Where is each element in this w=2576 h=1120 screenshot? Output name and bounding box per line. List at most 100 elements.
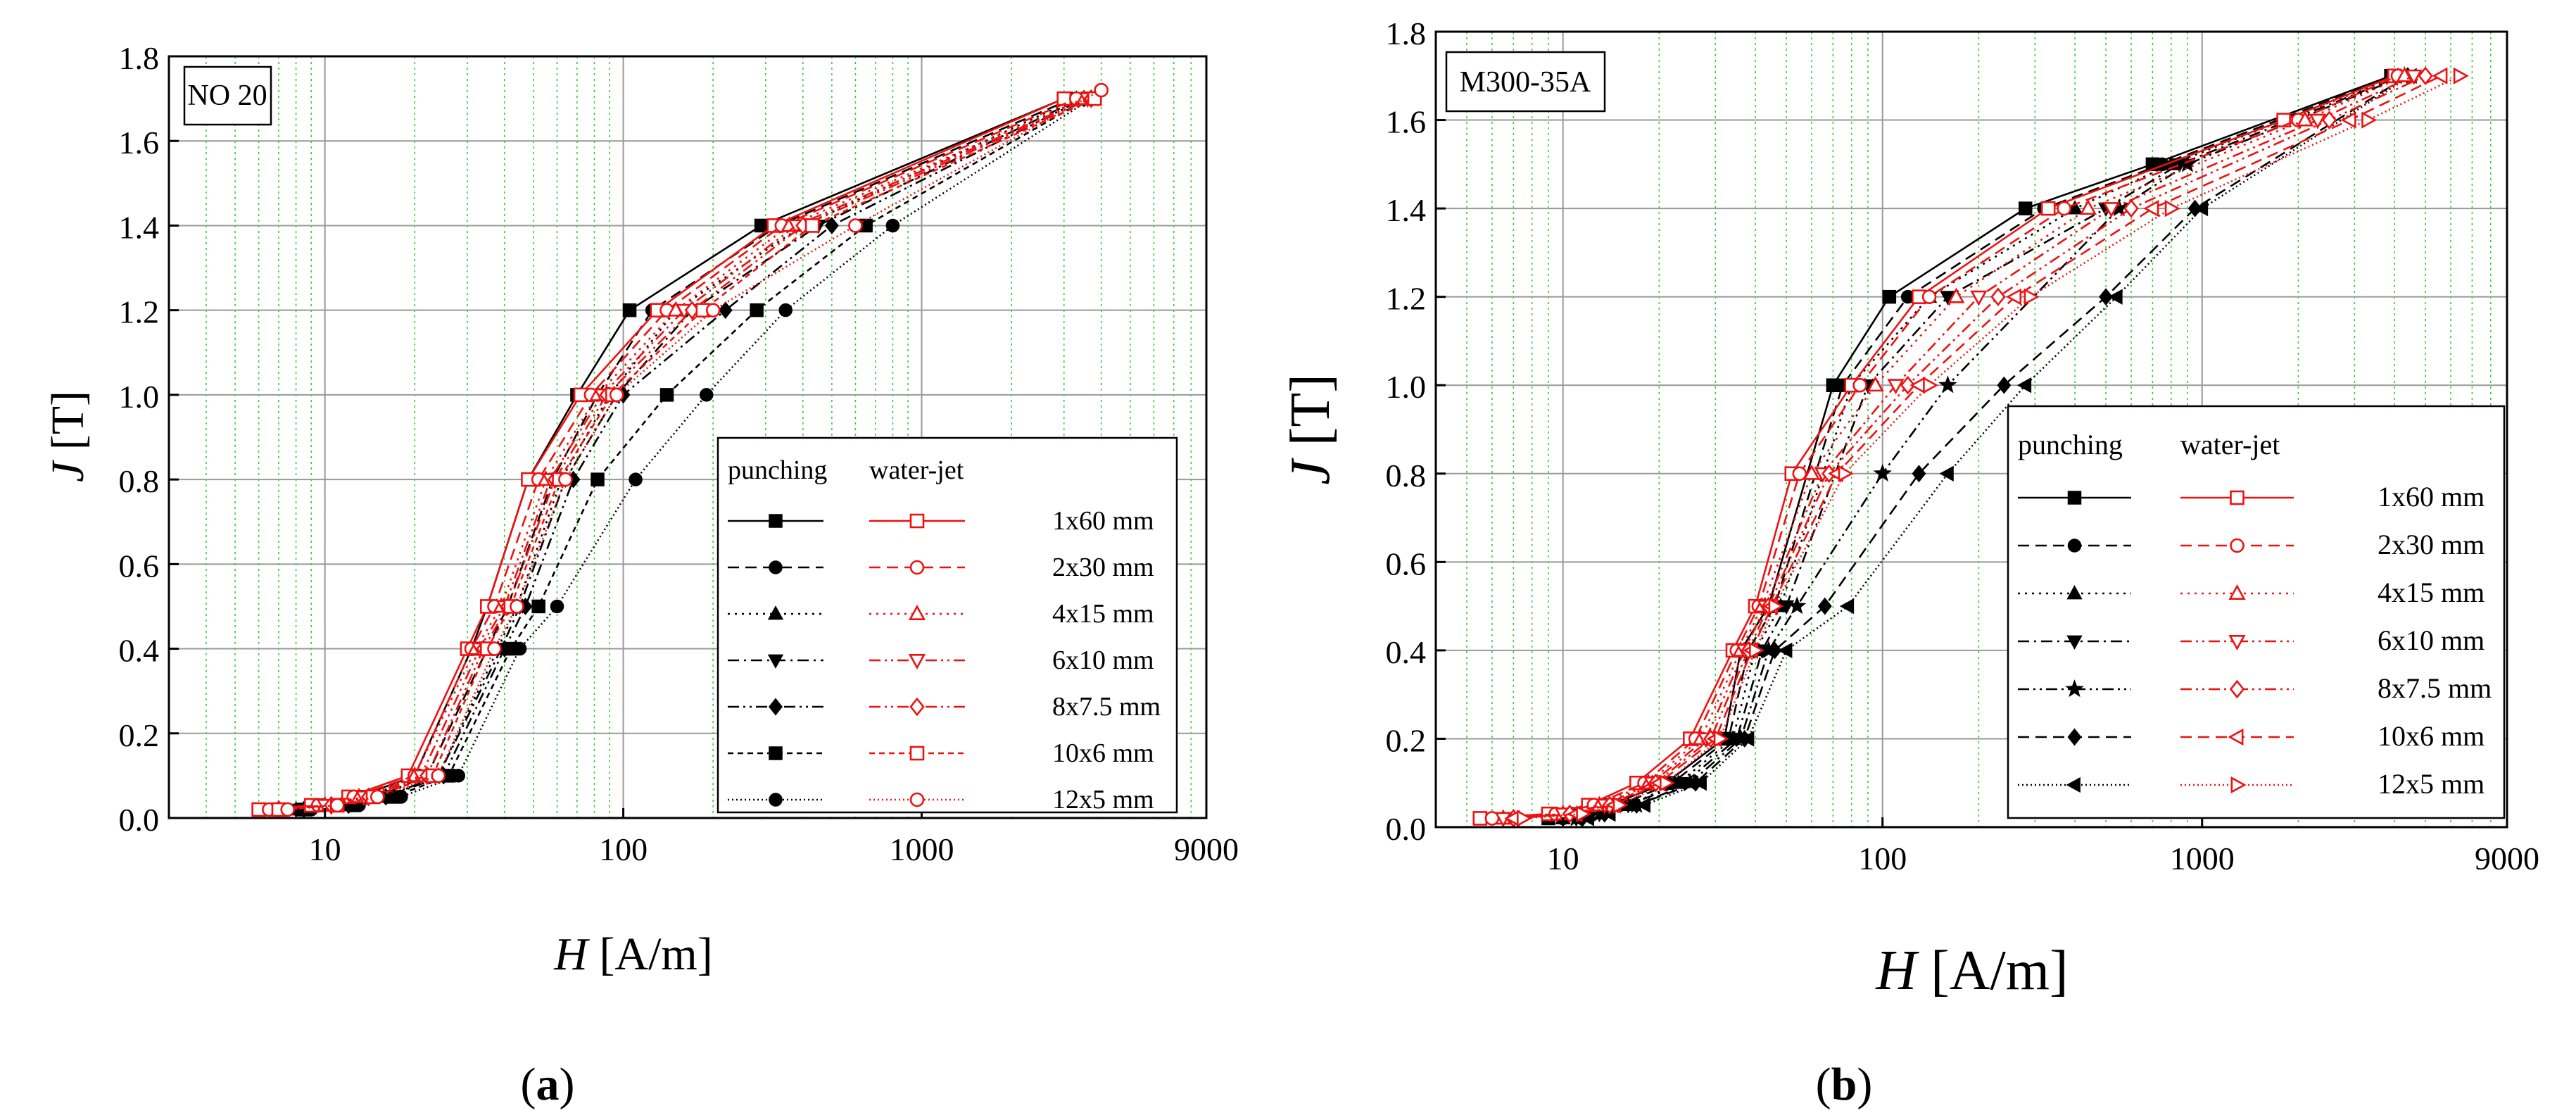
data-point — [1938, 375, 1957, 394]
y-tick-label: 1.6 — [1386, 104, 1427, 140]
data-point — [1838, 465, 1854, 482]
data-point — [487, 641, 502, 656]
legend-marker-punching — [2066, 776, 2081, 793]
annotation-box: NO 20 — [183, 65, 272, 126]
data-point — [1990, 287, 2006, 306]
data-point — [1900, 375, 1916, 395]
data-point — [705, 303, 721, 317]
x-tick-label: 9000 — [1174, 831, 1239, 867]
data-point — [1887, 379, 1905, 395]
y-tick-label: 0.4 — [1386, 634, 1427, 670]
legend-marker-waterjet — [908, 604, 926, 620]
legend-marker-waterjet — [2230, 776, 2247, 794]
data-point — [558, 472, 573, 487]
data-point — [885, 218, 900, 233]
data-point — [1692, 775, 1707, 791]
data-point — [2193, 200, 2209, 217]
legend-marker-punching — [2067, 539, 2082, 553]
legend-marker-punching — [769, 514, 783, 528]
data-point — [510, 599, 524, 614]
data-point — [622, 303, 637, 317]
legend-marker-punching — [2066, 585, 2083, 600]
data-point — [2405, 69, 2423, 85]
data-point — [1921, 289, 1937, 304]
data-point — [370, 789, 385, 805]
data-point — [1713, 730, 1729, 748]
data-point — [2178, 154, 2197, 172]
data-point — [591, 472, 605, 486]
data-point — [2006, 288, 2022, 306]
y-axis-label: J [T] — [1280, 374, 1341, 485]
series-line-punching-6 — [1588, 75, 2411, 819]
data-point — [2108, 289, 2123, 305]
panel-caption: (a) — [521, 1059, 575, 1110]
data-point — [1749, 641, 1765, 659]
legend-marker-waterjet — [2228, 584, 2246, 600]
data-point — [2309, 113, 2327, 130]
x-tick-label: 10 — [309, 831, 341, 867]
legend-marker-punching — [767, 605, 784, 620]
legend-marker-waterjet — [909, 792, 925, 807]
annotation-label: NO 20 — [187, 80, 267, 112]
data-point — [2057, 201, 2071, 216]
data-point — [394, 790, 408, 804]
data-point — [1612, 796, 1629, 814]
y-tick-label: 1.2 — [119, 294, 160, 330]
legend-marker-waterjet — [908, 654, 926, 670]
y-tick-label: 0.6 — [1386, 546, 1427, 581]
data-point — [1792, 466, 1807, 482]
legend-marker-waterjet — [909, 513, 925, 529]
data-point — [1939, 465, 1954, 482]
panel-a-chart: 0.0 0.2 0.4 0.6 0.8 1.0 1.2 1.4 1.6 1.8 10 100 1000 9… — [42, 40, 1239, 1110]
data-point — [280, 802, 295, 817]
legend-box — [716, 436, 1178, 814]
legend-label: 8x7.5 mm — [1052, 692, 1161, 722]
legend-marker-punching — [2065, 679, 2084, 698]
data-point — [848, 218, 863, 233]
legend-header-punching: punching — [728, 455, 827, 485]
legend-label: 12x5 mm — [1052, 785, 1154, 814]
legend-marker-punching — [767, 654, 784, 669]
data-point — [1636, 797, 1650, 813]
legend-marker-punching — [2067, 728, 2082, 746]
data-point — [1839, 598, 1855, 615]
legend-marker-punching — [2066, 635, 2083, 650]
data-point — [2453, 67, 2469, 84]
data-point — [824, 216, 839, 234]
data-point — [750, 303, 764, 317]
data-point — [609, 387, 624, 403]
data-point — [1873, 463, 1892, 482]
y-tick-label: 1.4 — [1386, 192, 1427, 228]
x-axis-label: H [A/m] — [1875, 940, 2068, 1002]
data-point — [778, 303, 793, 317]
data-point — [2143, 200, 2159, 218]
x-tick-label: 1000 — [889, 831, 954, 867]
y-tick-label: 0.0 — [119, 802, 160, 838]
x-tick-label: 100 — [1858, 841, 1907, 876]
series-line-punching-5 — [303, 97, 1088, 811]
legend-marker-punching — [2067, 491, 2082, 505]
data-point — [1997, 376, 2012, 394]
x-tick-label: 10 — [1547, 841, 1579, 876]
y-tick-label: 1.0 — [119, 379, 160, 415]
legend-marker-waterjet — [2230, 490, 2244, 505]
y-tick-label: 1.4 — [119, 209, 160, 245]
data-point — [2432, 67, 2448, 84]
data-point — [659, 388, 674, 402]
legend-marker-punching — [769, 698, 783, 716]
data-point — [2018, 201, 2033, 215]
data-point — [1923, 377, 1939, 394]
legend-marker-waterjet — [2228, 728, 2244, 746]
legend-marker-waterjet — [2229, 679, 2245, 699]
data-point — [699, 388, 714, 402]
data-point — [1768, 598, 1784, 615]
legend-marker-punching — [769, 746, 783, 760]
legend-marker-waterjet — [909, 745, 925, 761]
y-tick-label: 1.2 — [1386, 281, 1427, 317]
legend-marker-waterjet — [2230, 538, 2244, 553]
y-tick-label: 0.4 — [119, 633, 160, 669]
data-point — [1852, 377, 1867, 393]
data-point — [512, 641, 527, 656]
y-tick-label: 0.2 — [1386, 722, 1427, 758]
